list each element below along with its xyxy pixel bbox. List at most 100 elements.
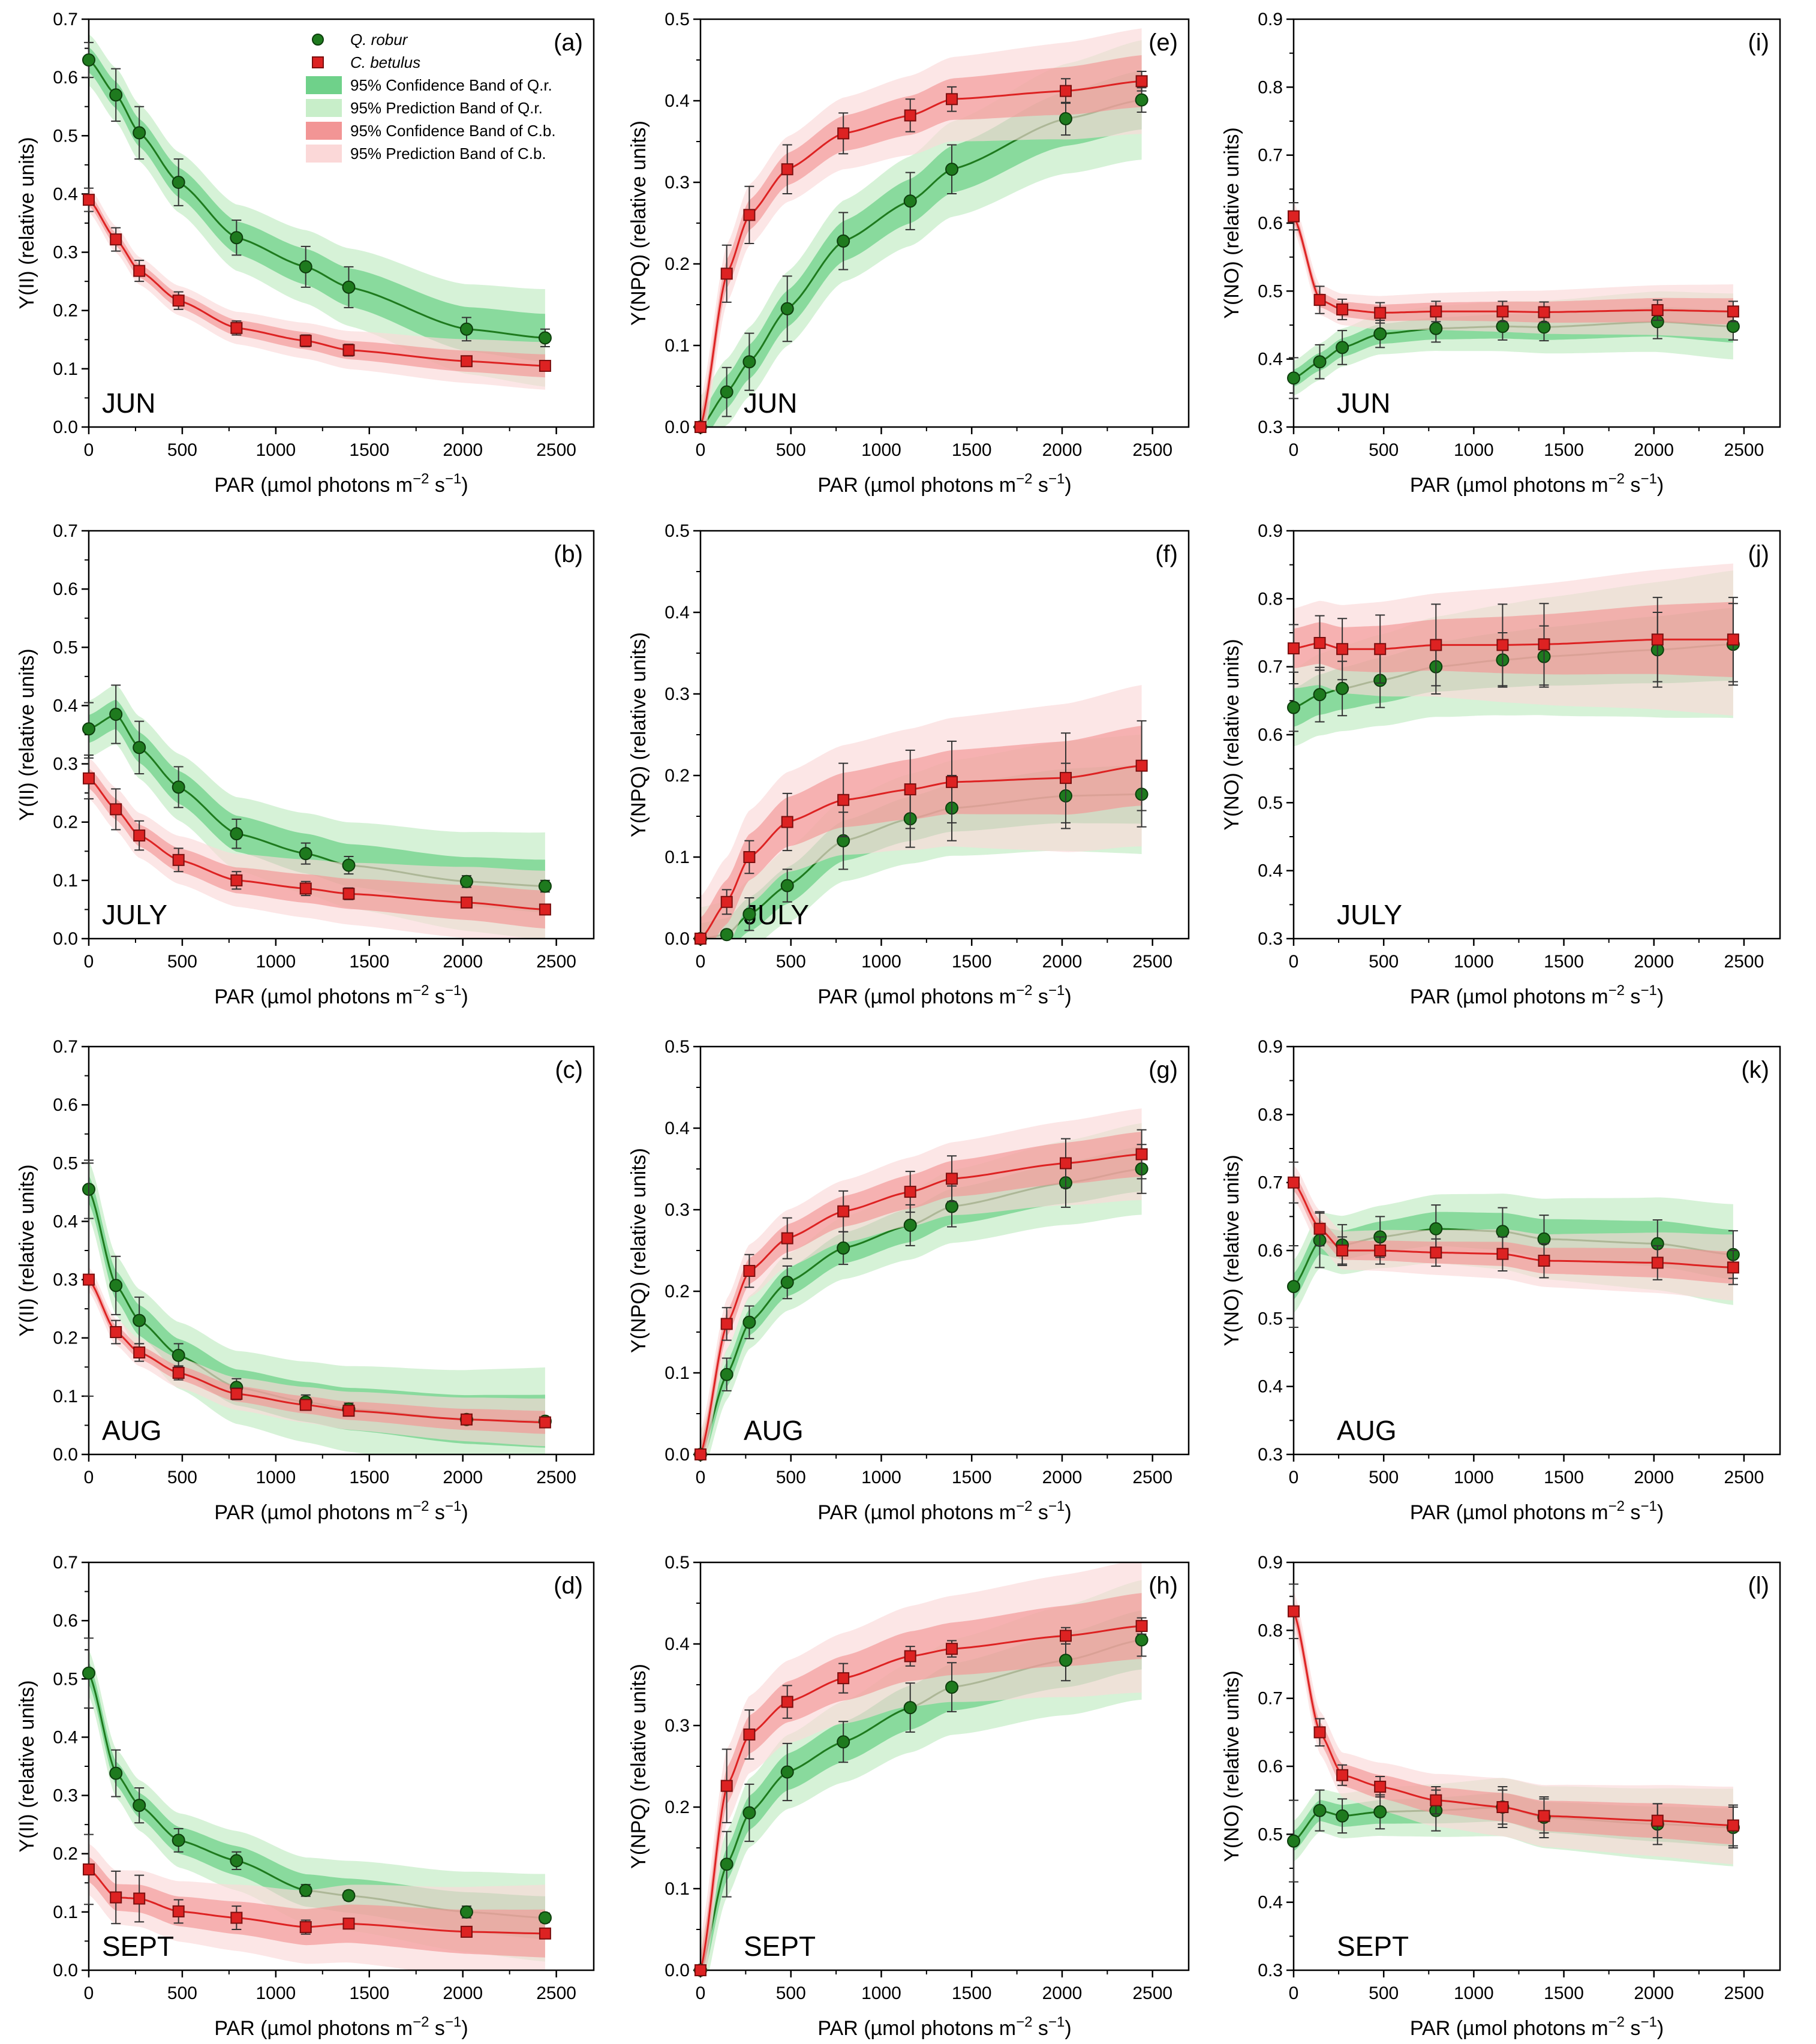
y-axis-label: Y(NO) (relative units) [1220,1155,1243,1346]
x-tick-label: 500 [776,1983,806,2003]
data-point-c-betulus [1727,633,1739,646]
x-tick-label: 2000 [443,1468,483,1487]
data-point-c-betulus [1059,85,1072,97]
data-point-c-betulus [230,321,243,334]
y-tick-label: 0.4 [665,1634,690,1654]
data-point-q-robur [172,176,185,189]
panel-letter: (h) [1148,1573,1178,1599]
x-axis-label: PAR (µmol photons m−2 s−1) [1410,982,1664,1008]
data-point-c-betulus [720,267,733,280]
confidence-band-c-betulus [700,55,1142,427]
data-point-q-robur [742,355,756,369]
data-point-c-betulus [460,1925,473,1938]
confidence-band-c-betulus [700,1132,1142,1454]
data-point-q-robur [1313,1803,1327,1817]
confidence-band-c-betulus [1294,209,1733,325]
y-tick-label: 0.5 [1258,793,1283,813]
x-tick-label: 2500 [1724,952,1764,972]
y-tick-label: 0.2 [665,1282,690,1301]
data-point-q-robur [780,1765,794,1779]
panel-letter: (c) [555,1057,583,1083]
y-tick-label: 0.1 [665,847,690,867]
data-point-q-robur [133,1313,146,1327]
y-tick-label: 0.0 [53,929,78,949]
y-axis-label: Y(II) (relative units) [16,1164,38,1336]
data-point-q-robur [342,280,356,294]
x-tick-label: 0 [696,440,706,460]
y-axis-label: Y(NO) (relative units) [1220,639,1243,830]
panel-b: 0.0 0.1 0.2 0.3 0.4 0.5 0.6 0.7 0 500 1000 1500 2000… [16,521,595,1008]
plot-area-j [1294,563,1733,747]
month-label: JULY [102,899,167,930]
data-point-q-robur [459,322,473,336]
data-point-q-robur [1336,341,1349,354]
data-point-q-robur [299,260,312,273]
y-tick-label: 0.0 [665,1961,690,1980]
month-label: AUG [1337,1415,1397,1446]
x-tick-label: 500 [1369,952,1399,972]
data-point-q-robur [230,827,243,841]
y-axis-label: Y(II) (relative units) [16,1680,38,1852]
data-point-c-betulus [299,882,312,895]
legend-label: Q. robur [350,31,408,49]
panel-k: 0.3 0.4 0.5 0.6 0.7 0.8 0.9 0 500 1000 1500 2000 250… [1220,1037,1781,1524]
legend-label: C. betulus [350,53,420,71]
data-point-c-betulus [133,264,146,277]
month-label: JUN [744,387,797,419]
confidence-band-q-robur [89,699,545,913]
x-tick-label: 2500 [536,1468,576,1487]
panel-h: 0.0 0.1 0.2 0.3 0.4 0.5 0 500 1000 1500 2000 2500 Y(… [627,1553,1190,2040]
data-point-c-betulus [694,1448,706,1460]
y-tick-label: 0.0 [53,1961,78,1980]
data-point-c-betulus [110,1326,122,1338]
x-tick-label: 2000 [443,440,483,460]
data-point-c-betulus [1135,1620,1148,1633]
data-point-c-betulus [342,344,355,356]
y-tick-label: 0.1 [665,1879,690,1899]
legend-swatch [306,122,342,140]
data-point-q-robur [1287,701,1300,714]
series-c-betulus [694,71,1148,433]
x-tick-label: 2000 [1042,1983,1083,2003]
x-tick-label: 500 [776,1468,806,1487]
y-tick-label: 0.0 [53,1445,78,1465]
x-tick-label: 1500 [952,440,992,460]
y-tick-label: 0.4 [53,1727,78,1747]
y-tick-label: 0.5 [53,1153,78,1173]
x-tick-label: 1500 [952,952,992,972]
prediction-band-c-betulus [1294,1165,1733,1301]
data-point-q-robur [230,1854,243,1868]
data-point-c-betulus [1496,305,1509,318]
x-axis-label: PAR (µmol photons m−2 s−1) [817,2014,1071,2040]
data-point-c-betulus [1288,642,1300,655]
data-point-c-betulus [694,933,706,945]
x-tick-label: 2000 [1042,952,1083,972]
data-point-c-betulus [230,1911,243,1924]
data-point-c-betulus [1288,210,1300,223]
series-q-robur [82,684,552,893]
data-point-c-betulus [1727,305,1739,318]
data-point-c-betulus [230,1387,243,1400]
data-point-q-robur [1373,327,1387,341]
y-tick-label: 0.6 [53,1095,78,1115]
y-tick-label: 0.3 [1258,1961,1283,1980]
x-tick-label: 0 [84,1468,94,1487]
data-point-c-betulus [230,874,243,886]
y-tick-label: 0.4 [53,696,78,716]
y-tick-label: 0.0 [665,417,690,437]
y-tick-label: 0.7 [53,521,78,541]
y-tick-label: 0.7 [53,1553,78,1573]
y-tick-label: 0.5 [1258,281,1283,301]
y-axis-label: Y(NO) (relative units) [1220,1670,1243,1862]
data-point-c-betulus [1651,304,1664,317]
data-point-q-robur [903,1701,917,1715]
y-tick-label: 0.2 [53,1844,78,1864]
x-tick-label: 1000 [861,1468,901,1487]
data-point-c-betulus [1288,1176,1300,1189]
data-point-c-betulus [172,853,185,866]
x-tick-label: 2500 [536,1983,576,2003]
y-tick-label: 0.8 [1258,1621,1283,1640]
x-tick-label: 500 [776,440,806,460]
data-point-q-robur [109,1279,123,1292]
